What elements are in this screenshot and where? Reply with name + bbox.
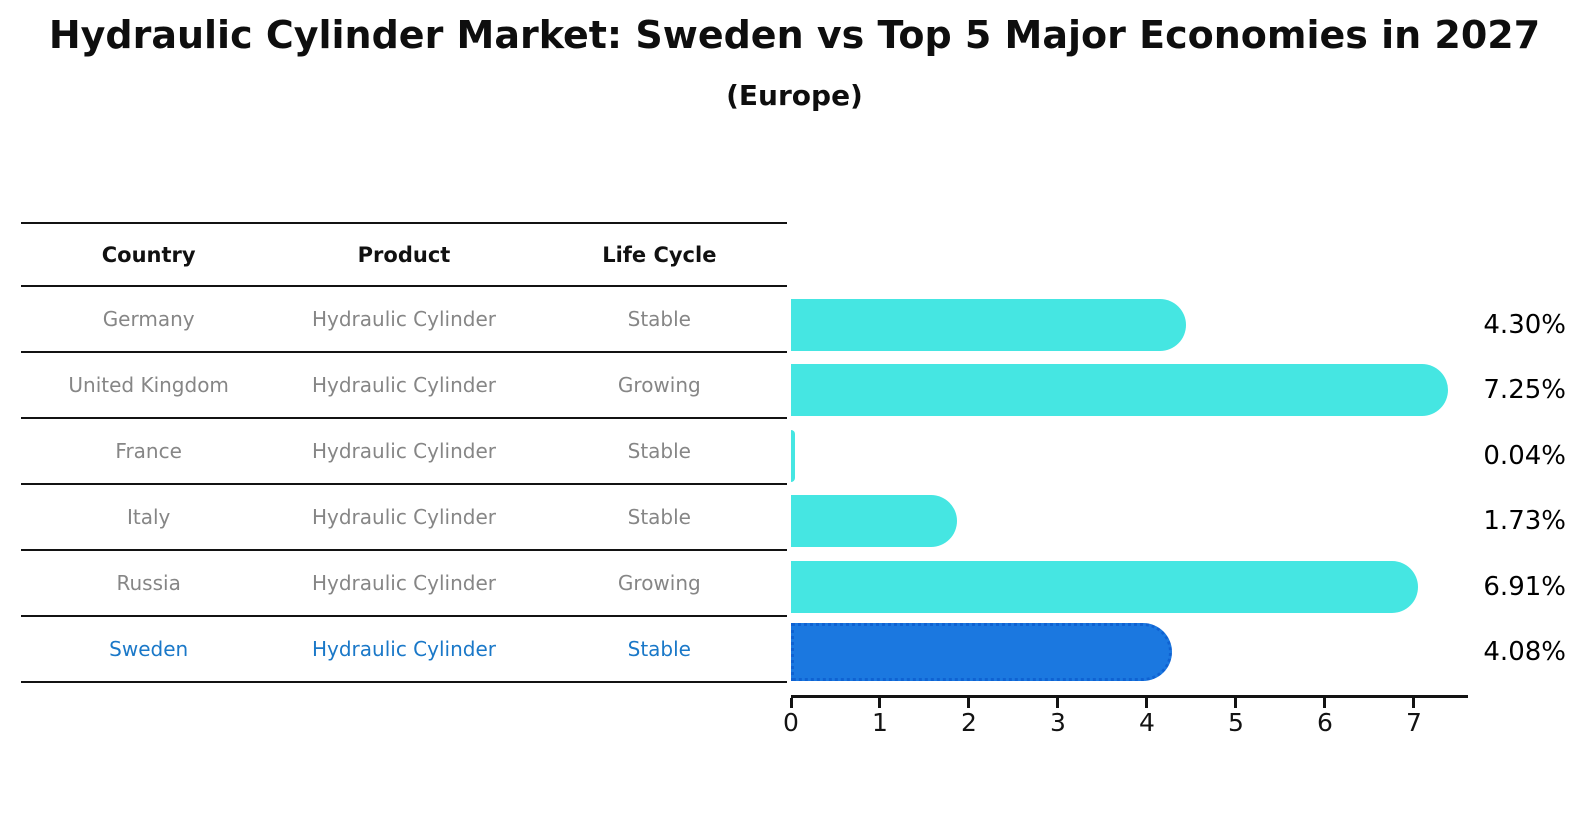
country-cell: Russia: [116, 571, 181, 595]
x-axis-tick-label: 6: [1317, 708, 1333, 737]
bar-highlight-sweden: [791, 623, 1172, 681]
x-axis-tick: [790, 698, 793, 708]
life-cycle-cell: Stable: [627, 307, 691, 331]
x-axis-tick-label: 3: [1050, 708, 1066, 737]
value-label: 4.30%: [1483, 310, 1566, 340]
value-label: 6.91%: [1483, 572, 1566, 602]
table-header-row: Country Product Life Cycle: [21, 222, 787, 285]
x-axis-line: [791, 695, 1468, 698]
value-label: 4.08%: [1483, 637, 1566, 667]
x-axis-tick: [1323, 698, 1326, 708]
x-axis-tick: [878, 698, 881, 708]
x-axis-tick-label: 5: [1228, 708, 1244, 737]
table-row: Germany Hydraulic Cylinder Stable: [21, 285, 787, 351]
x-axis-tick-label: 2: [961, 708, 977, 737]
x-axis-tick: [1056, 698, 1059, 708]
chart-title: Hydraulic Cylinder Market: Sweden vs Top…: [48, 13, 1541, 57]
product-cell: Hydraulic Cylinder: [311, 307, 496, 331]
country-cell: France: [115, 439, 182, 463]
table-row: Russia Hydraulic Cylinder Growing: [21, 549, 787, 615]
bar-germany: [791, 299, 1186, 351]
table-row: United Kingdom Hydraulic Cylinder Growing: [21, 351, 787, 417]
x-axis-tick-label: 0: [783, 708, 799, 737]
country-cell: United Kingdom: [68, 373, 229, 397]
table-row: Sweden Hydraulic Cylinder Stable: [21, 615, 787, 683]
x-axis-tick: [967, 698, 970, 708]
value-label: 1.73%: [1483, 506, 1566, 536]
bar-italy: [791, 495, 957, 547]
product-cell: Hydraulic Cylinder: [311, 637, 496, 661]
bar-russia: [791, 561, 1418, 613]
table-header-cell: Life Cycle: [602, 242, 717, 267]
table-header-cell: Product: [357, 242, 451, 267]
bar-united-kingdom: [791, 364, 1448, 416]
product-cell: Hydraulic Cylinder: [311, 571, 496, 595]
country-cell: Germany: [102, 307, 195, 331]
product-cell: Hydraulic Cylinder: [311, 505, 496, 529]
x-axis-tick: [1234, 698, 1237, 708]
table-row: Italy Hydraulic Cylinder Stable: [21, 483, 787, 549]
x-axis-tick: [1145, 698, 1148, 708]
bar-france: [791, 430, 795, 482]
table-header-cell: Country: [101, 242, 196, 267]
country-cell: Italy: [126, 505, 171, 529]
country-table: Country Product Life Cycle Germany Hydraulic…: [21, 222, 787, 683]
life-cycle-cell: Growing: [617, 373, 701, 397]
life-cycle-cell: Growing: [617, 571, 701, 595]
product-cell: Hydraulic Cylinder: [311, 373, 496, 397]
life-cycle-cell: Stable: [627, 505, 691, 529]
x-axis-tick: [1412, 698, 1415, 708]
x-axis-tick-label: 4: [1139, 708, 1155, 737]
table-row: France Hydraulic Cylinder Stable: [21, 417, 787, 483]
chart-subtitle: (Europe): [726, 79, 863, 112]
country-cell: Sweden: [109, 637, 189, 661]
value-label: 0.04%: [1483, 441, 1566, 471]
product-cell: Hydraulic Cylinder: [311, 439, 496, 463]
life-cycle-cell: Stable: [627, 439, 691, 463]
value-label: 7.25%: [1483, 375, 1566, 405]
x-axis-tick-label: 7: [1406, 708, 1422, 737]
life-cycle-cell: Stable: [627, 637, 691, 661]
x-axis-tick-label: 1: [872, 708, 888, 737]
